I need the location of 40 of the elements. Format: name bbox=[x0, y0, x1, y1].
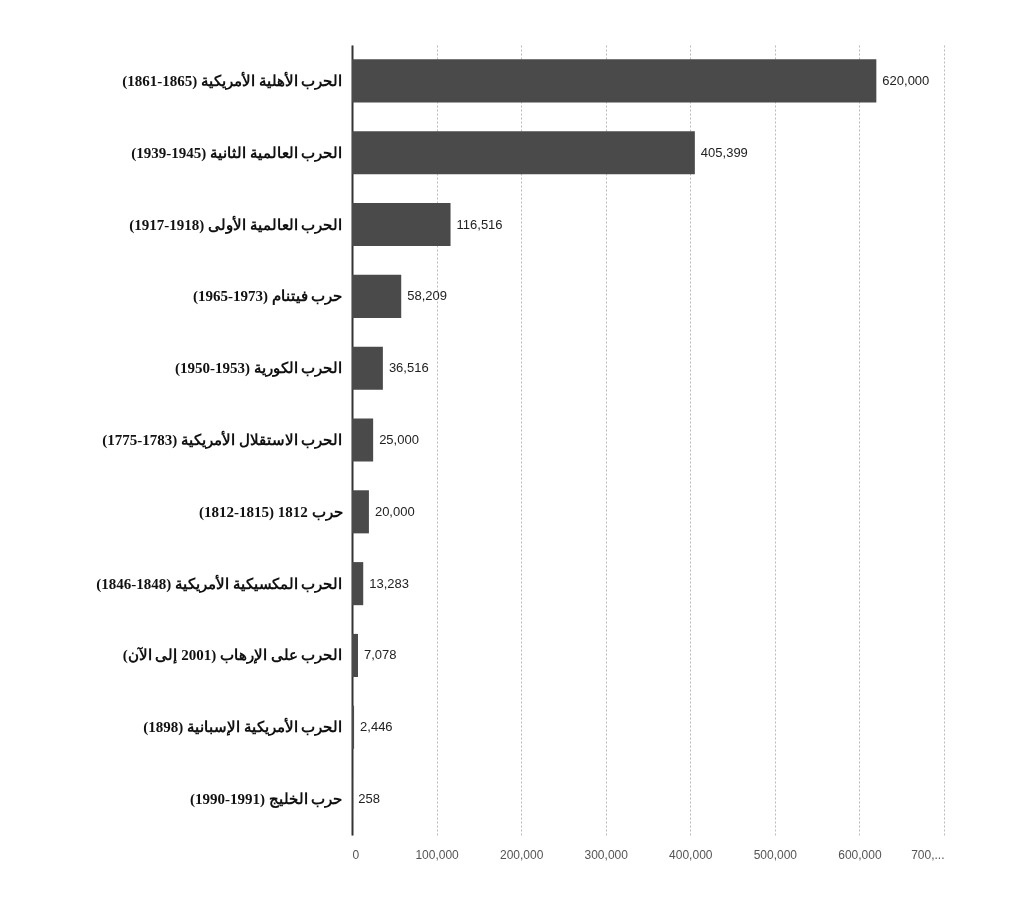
y-tick-label: الحرب على الإرهاب (2001 إلى الآن) bbox=[122, 646, 343, 665]
bar bbox=[352, 705, 355, 749]
bar bbox=[352, 59, 877, 103]
data-label: 116,516 bbox=[456, 216, 503, 232]
y-tick-label: حرب 1812 (1815-1812) bbox=[199, 503, 343, 521]
bar bbox=[352, 418, 374, 462]
data-label: 620,000 bbox=[882, 72, 930, 88]
data-label: 36,516 bbox=[388, 360, 429, 376]
bar bbox=[352, 346, 383, 390]
x-tick-label: 700,... bbox=[911, 847, 945, 862]
bar bbox=[352, 274, 402, 318]
bar bbox=[352, 490, 369, 534]
y-tick-label: الحرب الأهلية الأمريكية (1865-1861) bbox=[122, 70, 343, 90]
x-tick-label: 600,000 bbox=[838, 847, 882, 862]
x-tick-label: 200,000 bbox=[499, 847, 544, 862]
y-tick-label: الحرب الكورية (1953-1950) bbox=[175, 360, 343, 378]
data-label: 20,000 bbox=[374, 503, 415, 519]
y-tick-label: الحرب الأمريكية الإسبانية (1898) bbox=[143, 717, 343, 737]
y-tick-label: حرب الخليج (1991-1990) bbox=[190, 791, 343, 809]
x-tick-label: 400,000 bbox=[669, 847, 713, 862]
x-tick-label: 500,000 bbox=[753, 847, 798, 862]
x-tick-label: 0 bbox=[352, 847, 360, 862]
bar bbox=[352, 131, 695, 175]
data-label: 405,399 bbox=[700, 144, 748, 160]
data-label: 258 bbox=[358, 791, 380, 807]
y-tick-label: الحرب الاستقلال الأمريكية (1783-1775) bbox=[102, 430, 343, 449]
y-tick-label: الحرب المكسيكية الأمريكية (1848-1846) bbox=[96, 573, 343, 593]
x-tick-label: 100,000 bbox=[415, 847, 460, 862]
y-tick-label: حرب فيتنام (1973-1965) bbox=[193, 288, 343, 306]
bar bbox=[352, 562, 364, 606]
y-tick-label: الحرب العالمية الثانية (1945-1939) bbox=[131, 144, 343, 162]
bar bbox=[352, 633, 358, 677]
x-tick-label: 300,000 bbox=[584, 847, 629, 862]
data-label: 13,283 bbox=[369, 575, 409, 591]
data-label: 58,209 bbox=[407, 288, 447, 304]
data-label: 25,000 bbox=[379, 432, 419, 447]
bar bbox=[352, 203, 451, 247]
data-label: 2,446 bbox=[360, 719, 393, 735]
y-tick-label: الحرب العالمية الأولى (1918-1917) bbox=[129, 214, 343, 234]
data-label: 7,078 bbox=[363, 647, 397, 663]
